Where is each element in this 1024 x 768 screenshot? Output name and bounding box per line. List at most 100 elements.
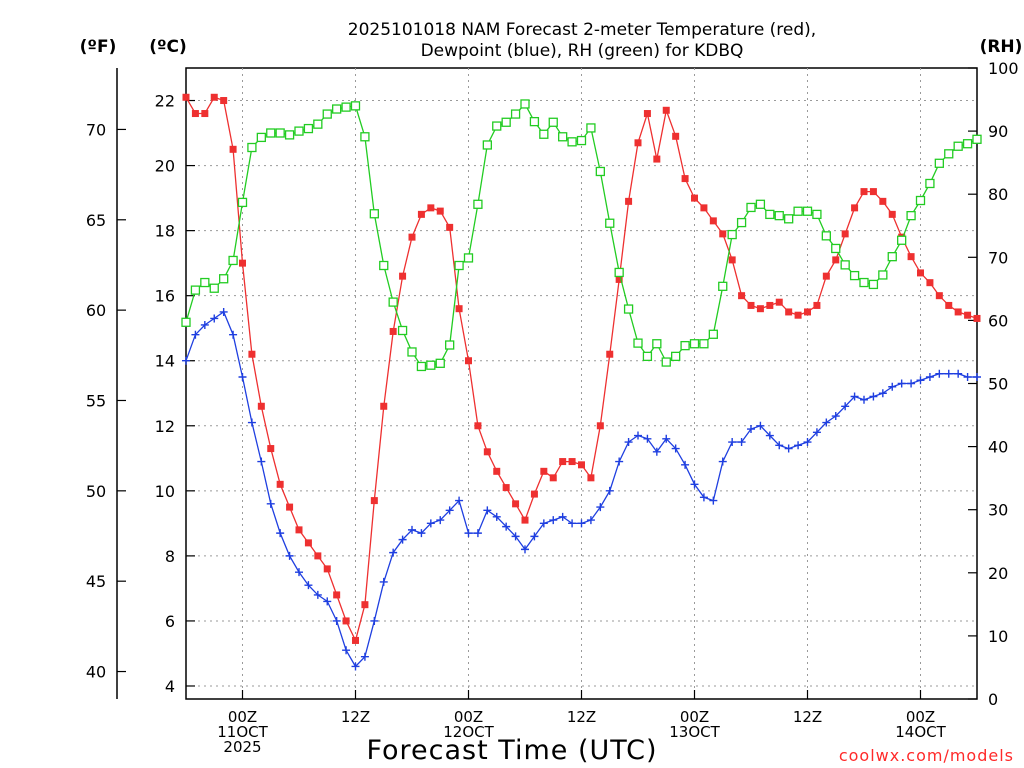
dewpoint-point [671,444,680,453]
dewpoint-point [699,493,708,502]
dewpoint-point [596,503,605,512]
rh-point [322,109,332,119]
fahrenheit-tick-label: 50 [86,482,106,501]
x-tick-label: 12Z [341,708,370,726]
rh-tick-label: 100 [988,59,1019,78]
rh-tick-label: 40 [988,438,1008,457]
temperature-point [888,210,896,218]
rh-point [567,137,577,147]
rh-point [849,270,860,281]
rh-point [303,123,314,134]
dewpoint-point [860,395,868,404]
temperature-point [596,422,604,430]
temperature-point [417,210,425,218]
temperature-point [719,230,727,238]
temperature-point [436,207,444,215]
temperature-point [267,445,275,453]
temperature-point [964,311,972,319]
temperature-point [210,93,218,101]
rh-point [614,267,624,278]
chart-title-line-2: Dewpoint (blue), RH (green) for KDBQ [421,41,744,61]
rh-point [736,217,747,228]
rh-point [510,109,521,119]
temperature-point [342,617,350,625]
rh-point [972,134,982,144]
temperature-point [408,233,416,241]
rh-point [878,270,888,280]
rh-point [501,117,511,127]
dewpoint-point [332,616,341,625]
x-tick-label: 12Z [567,708,596,726]
rh-point [473,199,483,209]
temperature-point [549,474,557,482]
dewpoint-point [803,438,812,447]
temperature-point [832,256,840,264]
dewpoint-point [379,577,388,586]
temperature-point [323,565,331,573]
temperature-point [314,552,322,560]
dewpoint-point [304,581,313,590]
rh-point [595,166,605,177]
temperature-point [634,139,642,147]
rh-point [454,260,464,271]
temperature-point [954,308,962,316]
dewpoint-point [831,412,840,421]
temperature-point [700,204,708,212]
dewpoint-point [973,372,981,381]
temperature-point [643,110,651,118]
temperature-point [352,636,359,644]
rh-point [341,102,351,112]
dewpoint-point [954,369,963,378]
rh-point [727,229,737,240]
rh-point [313,119,323,129]
rh-point [755,199,766,209]
temperature-point [615,275,623,283]
temperature-point [822,272,830,280]
dewpoint-point [200,320,209,329]
rh-tick-label: 30 [988,501,1008,520]
dewpoint-point [878,389,887,398]
rh-point [219,274,229,284]
dewpoint-point [662,434,671,443]
dewpoint-point [634,431,642,440]
rh-point [746,202,756,213]
temperature-point [465,357,472,365]
rh-tick-label: 60 [988,311,1008,330]
temperature-point [935,292,943,300]
temperature-point [389,327,397,335]
temperature-point [747,301,755,309]
rh-point [416,361,427,372]
fahrenheit-tick-label: 40 [86,663,106,682]
rh-point [237,197,248,208]
series-layer [181,93,982,671]
dewpoint-point [464,529,473,538]
rh-point [388,297,398,307]
dewpoint-point [549,516,558,525]
rh-point [821,231,831,241]
rh-point [784,214,794,224]
dewpoint-point [426,519,435,528]
temperature-point [399,272,407,280]
dewpoint-point [370,616,379,625]
rh-point [397,325,408,336]
celsius-tick-label: 12 [155,417,175,436]
dewpoint-point [295,568,303,577]
dewpoint-point [756,421,765,430]
dewpoint-point [709,496,718,505]
dewpoint-point [737,438,746,447]
temperature-point [276,480,284,488]
dewpoint-point [502,522,511,531]
rh-point [539,129,549,139]
temperature-point [907,253,915,261]
plot-grid [186,68,977,699]
dewpoint-point [963,372,972,381]
x-tick-label: 2025 [223,738,261,756]
rh-point [350,101,361,111]
dewpoint-point [247,418,256,427]
dewpoint-point [944,369,953,378]
temperature-point [295,526,303,534]
rh-point [576,135,587,146]
rh-point [897,235,907,245]
dewpoint-point [869,392,878,401]
